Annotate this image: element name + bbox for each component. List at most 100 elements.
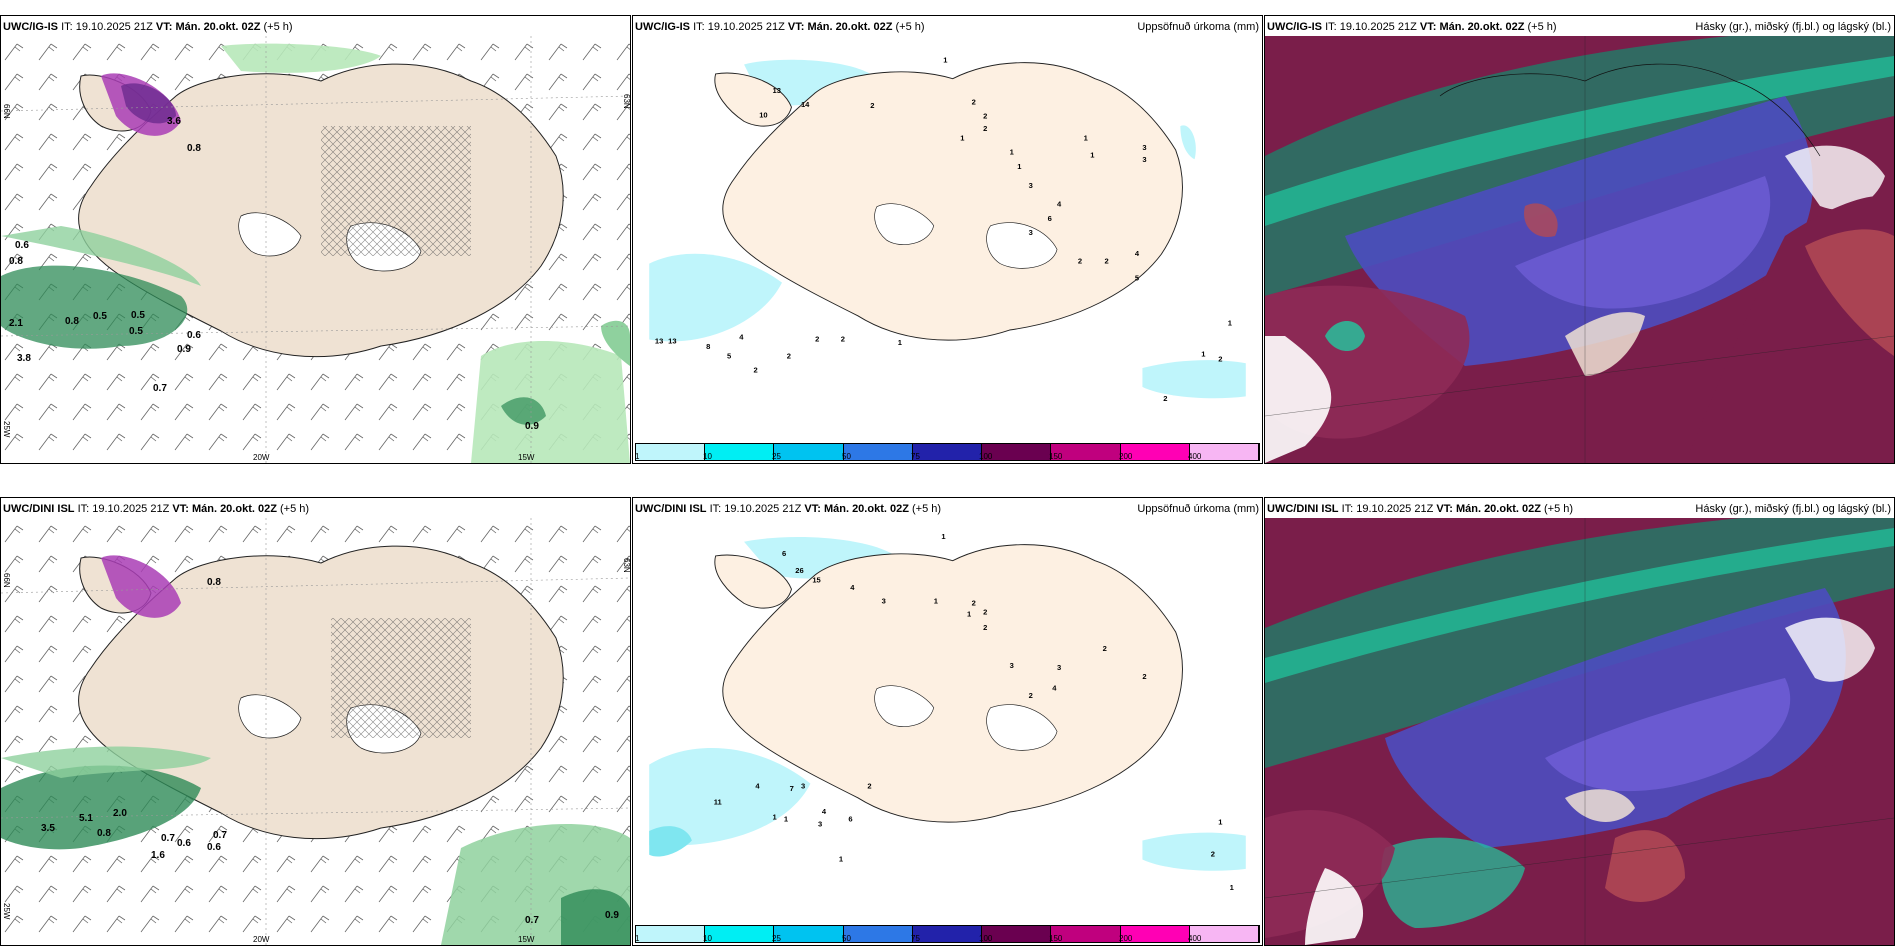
- precip-map-panel-bottom: UWC/DINI ISL IT: 19.10.2025 21Z VT: Mán.…: [632, 497, 1263, 946]
- svg-text:1.6: 1.6: [151, 850, 165, 861]
- value-label: 0.9: [177, 344, 191, 355]
- panel-header: UWC/IG-IS IT: 19.10.2025 21Z VT: Mán. 20…: [635, 21, 925, 33]
- svg-text:0.8: 0.8: [207, 577, 221, 588]
- svg-text:0.8: 0.8: [97, 828, 111, 839]
- lat-label: 66N: [2, 104, 11, 119]
- svg-text:1: 1: [1230, 883, 1234, 892]
- svg-text:1: 1: [898, 338, 902, 347]
- svg-text:2: 2: [972, 598, 976, 607]
- colorbar-swatch: [774, 444, 844, 460]
- colorbar-swatch: [1120, 444, 1190, 460]
- value-label: 0.5: [129, 326, 143, 337]
- svg-text:2.0: 2.0: [113, 808, 127, 819]
- wind-map-panel-bottom: UWC/DINI ISL IT: 19.10.2025 21Z VT: Mán.…: [0, 497, 631, 946]
- colorbar-swatch: [912, 926, 983, 942]
- svg-text:7: 7: [790, 784, 794, 793]
- svg-text:4: 4: [755, 781, 760, 790]
- panel-header: UWC/DINI ISL IT: 19.10.2025 21Z VT: Mán.…: [1267, 503, 1574, 515]
- colorbar-swatch: [705, 926, 775, 942]
- svg-text:3: 3: [1029, 228, 1033, 237]
- svg-text:11: 11: [714, 797, 722, 806]
- svg-text:2: 2: [1211, 850, 1215, 859]
- colorbar-swatch: [774, 926, 844, 942]
- colorbar-swatch: [1189, 926, 1259, 942]
- value-label: 3.6: [167, 116, 181, 127]
- lat-label: 25W: [2, 421, 11, 438]
- value-label: 2.1: [9, 318, 23, 329]
- svg-text:13: 13: [668, 336, 676, 345]
- svg-text:1: 1: [1010, 148, 1014, 157]
- panel-header: UWC/IG-IS IT: 19.10.2025 21Z VT: Mán. 20…: [1267, 21, 1557, 33]
- svg-text:2: 2: [870, 101, 874, 110]
- svg-text:1: 1: [784, 815, 788, 824]
- colorbar-swatch: [1051, 926, 1121, 942]
- cloud-map: [1265, 518, 1894, 945]
- svg-text:1: 1: [1201, 350, 1205, 359]
- svg-text:2: 2: [1142, 672, 1146, 681]
- wind-map-panel-top: UWC/IG-IS IT: 19.10.2025 21Z VT: Mán. 20…: [0, 15, 631, 464]
- svg-text:2: 2: [1078, 257, 1082, 266]
- svg-text:1: 1: [960, 133, 964, 142]
- svg-text:4: 4: [1052, 684, 1057, 693]
- colorbar-swatch: [982, 444, 1052, 460]
- panel-header: UWC/IG-IS IT: 19.10.2025 21Z VT: Mán. 20…: [3, 21, 293, 33]
- svg-text:2: 2: [983, 112, 987, 121]
- lat-label: 63N: [622, 558, 631, 573]
- svg-text:4: 4: [1057, 200, 1062, 209]
- precip-map-panel-top: UWC/IG-IS IT: 19.10.2025 21Z VT: Mán. 20…: [632, 15, 1263, 464]
- lat-label: 25W: [2, 903, 11, 920]
- svg-text:1: 1: [1017, 162, 1021, 171]
- value-label: 0.6: [187, 330, 201, 341]
- colorbar-swatch: [912, 444, 983, 460]
- svg-text:2: 2: [983, 124, 987, 133]
- svg-text:2: 2: [754, 366, 758, 375]
- svg-text:3: 3: [1029, 181, 1033, 190]
- precip-map: 1 10 13 14 2 2 2 1 1 2 3 1 4 6 3 3 1 1 1…: [649, 56, 1246, 403]
- value-label: 0.7: [153, 383, 167, 394]
- colorbar-swatch: [982, 926, 1052, 942]
- svg-text:6: 6: [1048, 214, 1052, 223]
- lon-label: 20W: [253, 935, 270, 944]
- svg-text:1: 1: [943, 56, 947, 65]
- colorbar: [635, 925, 1260, 943]
- colorbar-swatch: [636, 444, 706, 460]
- svg-text:5.1: 5.1: [79, 813, 93, 824]
- svg-text:2: 2: [1103, 644, 1107, 653]
- colorbar-swatch: [1051, 444, 1121, 460]
- svg-text:1: 1: [934, 596, 938, 605]
- svg-text:2: 2: [787, 351, 791, 360]
- svg-text:2: 2: [867, 781, 871, 790]
- svg-text:3: 3: [882, 596, 886, 605]
- colorbar-ticks: 1 10 25 50 75 100 150 200 400: [635, 452, 1202, 461]
- svg-text:6: 6: [782, 549, 786, 558]
- svg-text:10: 10: [759, 111, 767, 120]
- svg-text:14: 14: [801, 100, 810, 109]
- svg-text:2: 2: [1163, 394, 1167, 403]
- svg-text:1: 1: [773, 813, 777, 822]
- colorbar-swatch: [705, 444, 775, 460]
- lat-label: 66N: [2, 573, 11, 588]
- value-label: 0.5: [131, 310, 145, 321]
- svg-text:6: 6: [848, 815, 852, 824]
- svg-text:2: 2: [983, 623, 987, 632]
- svg-text:5: 5: [727, 351, 731, 360]
- colorbar-swatch: [843, 926, 913, 942]
- panel-header: UWC/DINI ISL IT: 19.10.2025 21Z VT: Mán.…: [3, 503, 310, 515]
- svg-text:4: 4: [739, 333, 744, 342]
- svg-text:1: 1: [1090, 150, 1094, 159]
- lon-label: 15W: [518, 453, 535, 462]
- svg-text:2: 2: [815, 334, 819, 343]
- value-label: 0.6: [15, 240, 29, 251]
- svg-text:3: 3: [801, 781, 805, 790]
- svg-text:13: 13: [773, 86, 781, 95]
- svg-text:2: 2: [983, 608, 987, 617]
- svg-text:0.7: 0.7: [525, 915, 539, 926]
- svg-text:0.7: 0.7: [161, 833, 175, 844]
- svg-text:1: 1: [1218, 817, 1222, 826]
- wind-precip-map: 0.6 0.8 2.1 3.8 0.8 0.5 0.5 0.5 0.6 0.9 …: [1, 36, 630, 463]
- cloud-map-panel-bottom: UWC/DINI ISL IT: 19.10.2025 21Z VT: Mán.…: [1264, 497, 1895, 946]
- colorbar-swatch: [1189, 444, 1259, 460]
- cloud-map-panel-top: UWC/IG-IS IT: 19.10.2025 21Z VT: Mán. 20…: [1264, 15, 1895, 464]
- svg-text:0.9: 0.9: [605, 910, 619, 921]
- precip-title: Uppsöfnuð úrkoma (mm): [1137, 21, 1259, 33]
